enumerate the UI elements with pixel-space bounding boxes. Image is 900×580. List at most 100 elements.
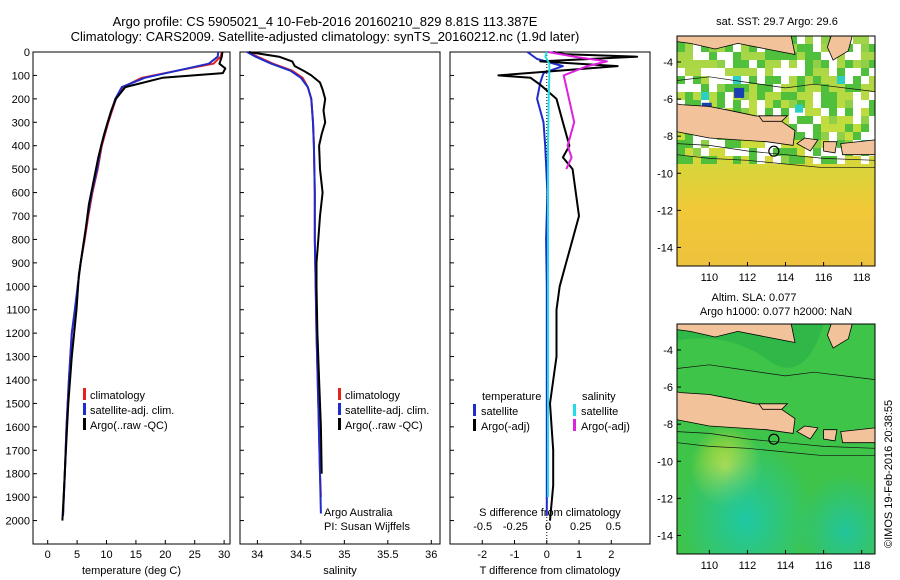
sst-cell <box>789 92 797 100</box>
sst-cell <box>733 100 741 108</box>
sst-cell <box>789 124 797 132</box>
sst-cell <box>717 84 725 92</box>
x-axis-label: temperature (deg C) <box>82 565 181 577</box>
sst-cell <box>797 132 805 140</box>
depth-tick-label: 100 <box>12 70 30 82</box>
sst-cell <box>853 108 861 116</box>
sst-cell <box>797 36 805 44</box>
map-y-tick-label: -8 <box>663 419 673 431</box>
s-tick-label: -0.5 <box>473 521 492 533</box>
sst-cell <box>853 100 861 108</box>
map-y-tick-label: -10 <box>657 456 673 468</box>
sst-cell <box>741 76 749 84</box>
sst-cell <box>821 156 829 164</box>
sst-cell <box>693 140 701 148</box>
sst-cell <box>693 148 701 156</box>
sst-cell <box>797 156 805 164</box>
map-x-tick-label: 110 <box>701 272 719 284</box>
sst-cell <box>829 100 837 108</box>
sst-cell <box>813 44 821 52</box>
sst-cell <box>861 68 869 76</box>
depth-tick-label: 200 <box>12 94 30 106</box>
sst-cell <box>853 116 861 124</box>
sst-cell <box>813 92 821 100</box>
map-frame <box>676 323 876 555</box>
map-frame <box>676 35 876 267</box>
chart-title-line1: Argo profile: CS 5905021_4 10-Feb-2016 2… <box>112 14 538 29</box>
depth-tick-label: 800 <box>12 234 30 246</box>
sst-cell <box>749 156 757 164</box>
sst-cell <box>821 36 829 44</box>
depth-tick-label: 1000 <box>6 281 30 293</box>
sst-cell <box>869 124 875 132</box>
sst-cell <box>869 108 875 116</box>
sst-cell <box>861 76 869 84</box>
sst-cell <box>701 92 709 100</box>
series-line-argo-adj- <box>547 51 608 170</box>
depth-tick-label: 900 <box>12 258 30 270</box>
sst-cell <box>701 68 709 76</box>
land-mass <box>823 141 838 154</box>
map-x-tick-label: 112 <box>739 560 757 572</box>
chart-title-line2: Climatology: CARS2009. Satellite-adjuste… <box>70 29 580 44</box>
sst-cell <box>829 156 837 164</box>
sst-cell <box>741 92 749 100</box>
sst-cell <box>797 60 805 68</box>
sst-cell <box>677 156 685 164</box>
bathymetry-contour <box>677 442 875 457</box>
map-y-tick-label: -10 <box>657 168 673 180</box>
sst-cell <box>677 100 685 108</box>
sst-cell <box>709 84 717 92</box>
sst-cell <box>725 60 733 68</box>
sst-cell <box>789 52 797 60</box>
sst-cell <box>709 76 717 84</box>
sst-cell <box>757 156 765 164</box>
sst-cell <box>734 87 745 98</box>
land-mass <box>826 324 853 349</box>
sst-cell <box>765 140 773 148</box>
map-x-tick-label: 116 <box>815 272 833 284</box>
sst-cell <box>869 44 875 52</box>
argo-marker <box>768 145 780 157</box>
sst-cell <box>717 76 725 84</box>
map-y-tick-label: -12 <box>657 205 673 217</box>
sst-cell <box>765 52 773 60</box>
sst-cell <box>813 100 821 108</box>
sst-cell <box>757 92 765 100</box>
imos-stamp: ©IMOS 19-Feb-2016 20:38:55 <box>883 400 895 548</box>
sst-cell <box>773 100 781 108</box>
sst-cell <box>837 148 845 156</box>
argo-marker <box>768 433 780 445</box>
sst-cell <box>685 92 693 100</box>
series-line-argo-adj- <box>497 51 639 521</box>
sst-cell <box>733 148 741 156</box>
map-y-tick-label: -8 <box>663 131 673 143</box>
land-mass <box>677 36 796 56</box>
sst-cell <box>693 52 701 60</box>
sst-cell <box>741 60 749 68</box>
sst-cell <box>781 68 789 76</box>
x-tick-label: 10 <box>100 549 112 561</box>
sst-cell <box>773 108 781 116</box>
sst-cell <box>853 92 861 100</box>
sst-cell <box>829 68 837 76</box>
series-line-satellite-adj-clim- <box>246 51 322 514</box>
sst-cell <box>781 148 789 156</box>
map-y-tick-label: -4 <box>663 57 673 69</box>
x-tick-label: 0 <box>544 549 550 561</box>
bathymetry-contour <box>677 364 875 380</box>
sst-cell <box>701 140 709 148</box>
legend-label: Argo(..raw -QC) <box>345 420 423 432</box>
bathymetry-contour <box>677 76 875 92</box>
plot-frame-1 <box>32 51 231 545</box>
sst-cell <box>781 52 789 60</box>
sst-cell <box>805 132 813 140</box>
map-y-tick-label: -4 <box>663 345 673 357</box>
depth-tick-label: 1500 <box>6 398 30 410</box>
land-mass <box>823 429 838 442</box>
sst-cell <box>717 52 725 60</box>
sst-cell <box>773 84 781 92</box>
sst-cell <box>757 60 765 68</box>
sst-cell <box>693 44 701 52</box>
x-tick-label: -2 <box>477 549 487 561</box>
